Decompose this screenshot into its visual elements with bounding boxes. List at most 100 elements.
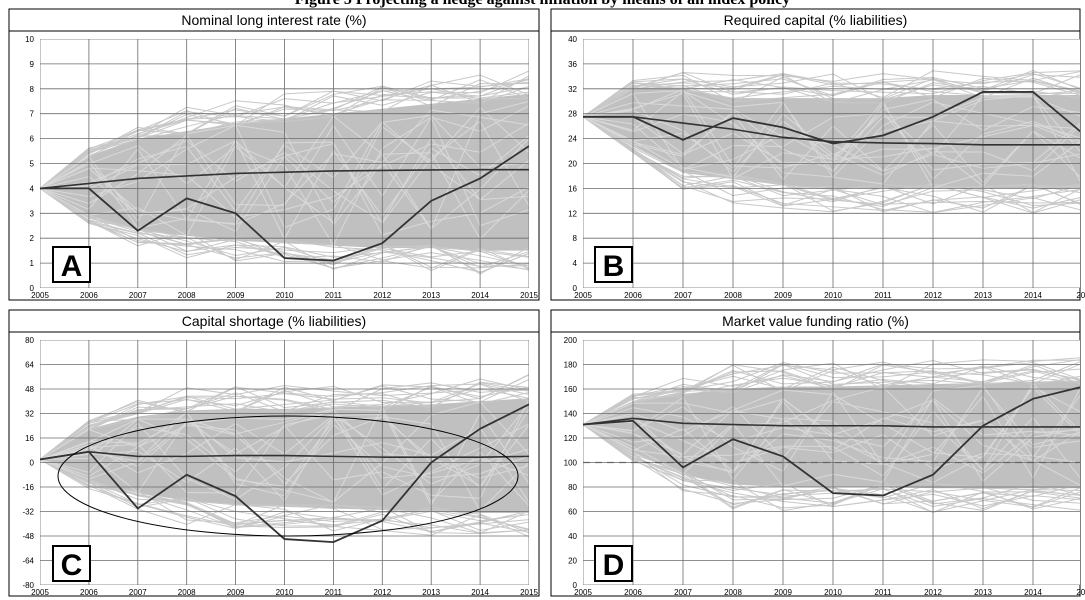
panel-title: Nominal long interest rate (%) — [181, 12, 366, 28]
x-tick-label: 2010 — [824, 588, 842, 597]
panel-label: A — [61, 250, 83, 283]
y-tick-label: 12 — [568, 209, 577, 218]
panel-title: Required capital (% liabilities) — [724, 12, 908, 28]
x-tick-label: 2008 — [724, 588, 742, 597]
panel-label: B — [603, 250, 625, 283]
y-tick-label: 36 — [568, 60, 577, 69]
panel-label: C — [61, 549, 83, 582]
y-tick-label: 80 — [568, 483, 577, 492]
x-tick-label: 2013 — [422, 588, 440, 597]
x-tick-label: 2006 — [624, 588, 642, 597]
y-tick-label: 9 — [30, 60, 35, 69]
x-tick-label: 2014 — [471, 291, 489, 300]
y-tick-label: 8 — [30, 85, 35, 94]
panel-label: D — [603, 549, 625, 582]
x-tick-label: 2007 — [129, 291, 147, 300]
x-tick-label: 201 — [1076, 588, 1085, 597]
x-tick-label: 2011 — [325, 588, 343, 597]
x-tick-label: 2012 — [373, 588, 391, 597]
x-tick-label: 2010 — [276, 588, 294, 597]
panel-label-box — [52, 545, 91, 582]
panel-c: Capital shortage (% liabilities) -80 -64 -4… — [8, 309, 540, 597]
panel-b: Required capital (% liabilities) 0 4 8 12 16 2… — [550, 8, 1085, 301]
y-tick-label: 100 — [564, 459, 578, 468]
x-tick-label: 2008 — [178, 291, 196, 300]
x-tick-label: 2015 — [520, 291, 538, 300]
y-tick-label: -64 — [22, 557, 34, 566]
figure-title: Figure 5 Projecting a hedge against infl… — [0, 0, 1085, 8]
x-tick-label: 2005 — [31, 588, 49, 597]
median-line — [583, 116, 1080, 146]
scenario-highlight-line — [583, 91, 1080, 145]
x-tick-label: 201 — [1076, 291, 1085, 300]
x-tick-label: 2012 — [373, 291, 391, 300]
y-tick-label: -32 — [22, 508, 34, 517]
x-tick-label: 2009 — [227, 588, 245, 597]
x-tick-label: 2005 — [31, 291, 49, 300]
y-tick-label: 40 — [568, 532, 577, 541]
plot-area — [40, 340, 529, 585]
x-tick-label: 2012 — [924, 588, 942, 597]
x-tick-label: 2006 — [624, 291, 642, 300]
x-tick-label: 2013 — [422, 291, 440, 300]
median-line — [40, 450, 529, 461]
x-tick-label: 2014 — [471, 588, 489, 597]
x-tick-label: 2006 — [80, 291, 98, 300]
y-tick-label: 16 — [568, 184, 577, 193]
x-tick-label: 2013 — [974, 291, 992, 300]
plot-area — [40, 39, 529, 288]
y-tick-label: 48 — [25, 385, 34, 394]
y-tick-label: 7 — [30, 110, 35, 119]
median-line — [40, 168, 529, 190]
y-tick-label: 20 — [568, 557, 577, 566]
panel-title: Market value funding ratio (%) — [722, 313, 909, 329]
x-tick-label: 2011 — [325, 291, 343, 300]
x-tick-label: 2005 — [574, 588, 592, 597]
panel-a: Nominal long interest rate (%) 0 1 2 3 4 5 6 7 8 9… — [8, 8, 540, 301]
x-tick-label: 2007 — [674, 291, 692, 300]
y-tick-label: 16 — [25, 434, 34, 443]
y-tick-label: 80 — [25, 336, 34, 345]
x-tick-label: 2015 — [520, 588, 538, 597]
scenario-highlight-line — [40, 145, 529, 262]
annotation-ellipse — [57, 415, 519, 537]
x-tick-label: 2009 — [774, 291, 792, 300]
median-line — [583, 417, 1080, 428]
y-tick-label: 4 — [30, 184, 35, 193]
panel-label-box — [52, 246, 91, 283]
y-tick-label: 3 — [30, 209, 35, 218]
x-tick-label: 2006 — [80, 588, 98, 597]
x-tick-label: 2010 — [824, 291, 842, 300]
y-tick-label: 64 — [25, 361, 34, 370]
y-tick-label: 2 — [30, 234, 35, 243]
x-tick-label: 2008 — [178, 588, 196, 597]
x-tick-label: 2012 — [924, 291, 942, 300]
y-tick-label: 24 — [568, 135, 577, 144]
y-tick-label: 180 — [564, 361, 578, 370]
y-tick-label: -16 — [22, 483, 34, 492]
x-tick-label: 2013 — [974, 588, 992, 597]
y-tick-label: 28 — [568, 110, 577, 119]
y-tick-label: 8 — [573, 234, 578, 243]
scenario-highlight-line — [40, 403, 529, 544]
x-tick-label: 2009 — [774, 588, 792, 597]
y-tick-label: 32 — [25, 410, 34, 419]
y-tick-label: 1 — [30, 259, 35, 268]
y-tick-label: 10 — [25, 35, 34, 44]
y-tick-label: 140 — [564, 410, 578, 419]
x-tick-label: 2007 — [129, 588, 147, 597]
panel-title: Capital shortage (% liabilities) — [182, 313, 366, 329]
x-tick-label: 2011 — [874, 588, 892, 597]
y-tick-label: 0 — [30, 459, 35, 468]
plot-area — [583, 340, 1080, 585]
panel-d: Market value funding ratio (%) 0 20 40 60 80 1… — [550, 309, 1085, 597]
y-tick-label: 200 — [564, 336, 578, 345]
y-tick-label: -48 — [22, 532, 34, 541]
x-tick-label: 2014 — [1024, 588, 1042, 597]
y-tick-label: 0 — [573, 581, 578, 590]
panel-label-box — [594, 545, 633, 582]
x-tick-label: 2008 — [724, 291, 742, 300]
plot-area — [583, 39, 1080, 288]
y-tick-label: 160 — [564, 385, 578, 394]
y-tick-label: 5 — [30, 160, 35, 169]
